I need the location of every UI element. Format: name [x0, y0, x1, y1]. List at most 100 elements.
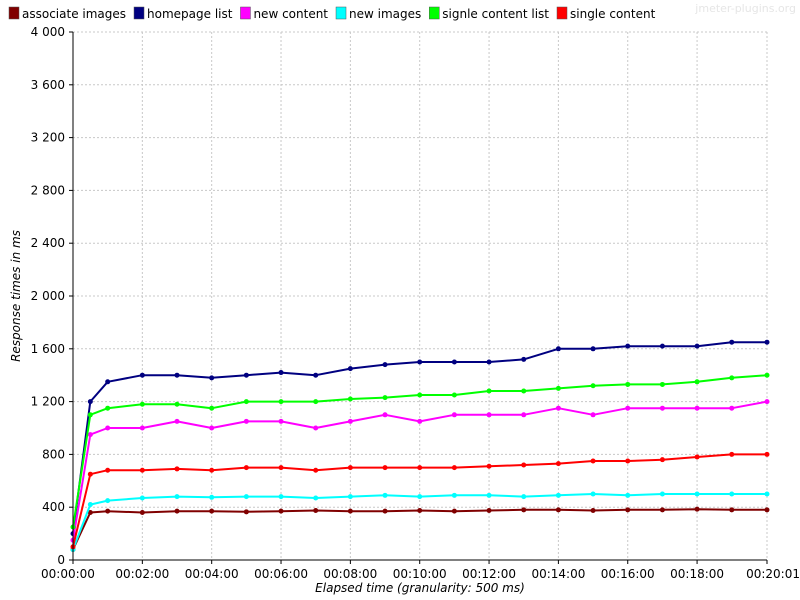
series-line-1 [72, 341, 767, 534]
y-tick-label-9: 3 600 [31, 78, 65, 92]
series-point-2-9 [347, 418, 353, 424]
series-point-1-18 [659, 343, 665, 349]
series-point-2-16 [590, 412, 596, 418]
series-point-0-18 [659, 507, 665, 513]
series-point-1-3 [139, 372, 145, 378]
series-point-4-2 [105, 405, 111, 411]
series-point-2-7 [278, 418, 284, 424]
series-line-4 [72, 374, 768, 528]
series-point-0-21 [764, 507, 770, 513]
series-point-4-3 [139, 401, 145, 407]
series-point-4-10 [382, 395, 388, 401]
series-point-5-21 [764, 451, 770, 457]
y-tick-label-7: 2 800 [31, 183, 65, 197]
grid [72, 31, 768, 561]
legend-swatch-2 [240, 6, 251, 20]
series-point-3-13 [486, 492, 492, 498]
series-point-4-12 [451, 392, 457, 398]
series-point-3-10 [382, 492, 388, 498]
x-tick-label-4: 00:08:00 [323, 567, 377, 581]
series-line-3 [72, 493, 767, 550]
series-point-0-13 [486, 508, 492, 513]
x-axis-title: Elapsed time (granularity: 500 ms) [315, 581, 525, 595]
series-point-4-14 [521, 388, 527, 394]
series-point-0-10 [382, 508, 388, 514]
series-point-2-17 [625, 405, 631, 411]
series-point-4-20 [729, 375, 735, 381]
series-point-1-8 [313, 372, 319, 378]
series-point-0-5 [209, 508, 215, 514]
series-point-5-17 [625, 458, 631, 464]
series-group [70, 339, 770, 552]
series-point-0-9 [347, 508, 353, 514]
series-point-4-21 [764, 372, 770, 378]
y-axis-ticks: 0 400 800 1 200 1 600 2 000 2 400 2 800 3 200 3 6… [31, 25, 73, 567]
series-point-2-4 [174, 418, 180, 424]
y-tick-label-5: 2 000 [31, 289, 65, 303]
series-line-5 [72, 453, 767, 548]
series-point-3-11 [417, 494, 423, 500]
series-point-1-17 [625, 343, 631, 349]
y-tick-label-8: 3 200 [31, 131, 65, 145]
series-point-5-9 [347, 465, 353, 471]
series-point-1-2 [105, 379, 111, 385]
series-point-5-14 [521, 462, 527, 468]
series-point-4-4 [174, 401, 180, 407]
series-line-0 [72, 508, 767, 550]
series-point-3-18 [659, 491, 665, 497]
series-point-5-13 [486, 463, 492, 469]
legend-label-2: new content [253, 7, 328, 21]
y-tick-label-4: 1 600 [31, 342, 65, 356]
series-point-4-11 [417, 392, 423, 398]
y-tick-label-6: 2 400 [31, 236, 65, 250]
legend-swatch-0 [8, 6, 20, 20]
series-point-1-19 [694, 343, 700, 349]
series-point-2-21 [764, 399, 770, 405]
series-point-4-6 [243, 399, 249, 405]
legend-label-4: signle content list [442, 7, 549, 21]
series-point-3-19 [694, 491, 700, 497]
series-point-5-19 [694, 454, 700, 460]
series-point-4-17 [625, 381, 631, 387]
series-point-2-19 [694, 405, 700, 411]
series-point-0-12 [451, 508, 457, 514]
series-point-0-17 [625, 507, 631, 513]
series-point-3-9 [347, 494, 353, 500]
series-point-0-16 [590, 508, 596, 513]
legend-swatch-1 [133, 6, 145, 20]
series-point-2-18 [659, 405, 665, 411]
series-point-0-1 [87, 509, 93, 515]
series-point-3-2 [105, 498, 111, 504]
y-axis-title: Response times in ms [9, 230, 23, 362]
series-point-1-11 [417, 359, 423, 365]
legend-swatch-3 [335, 6, 347, 20]
series-point-3-16 [590, 491, 596, 497]
series-point-5-2 [105, 467, 111, 473]
series-point-0-20 [729, 507, 735, 513]
series-point-3-6 [243, 494, 249, 500]
series-point-3-15 [555, 492, 561, 498]
series-point-5-7 [278, 465, 284, 471]
legend-swatch-5 [556, 6, 568, 20]
series-point-3-21 [764, 491, 770, 497]
series-point-3-3 [139, 495, 145, 501]
series-point-4-13 [486, 388, 492, 394]
series-point-1-20 [729, 339, 735, 345]
series-point-2-5 [209, 425, 215, 431]
series-point-4-7 [278, 399, 284, 405]
series-point-2-14 [521, 412, 527, 418]
series-point-1-10 [382, 362, 388, 368]
series-point-3-8 [313, 495, 319, 501]
x-tick-label-3: 00:06:00 [254, 567, 308, 581]
y-tick-label-1: 400 [42, 500, 65, 514]
legend-label-3: new images [349, 7, 421, 21]
series-point-3-20 [729, 491, 735, 497]
series-point-0-14 [521, 507, 527, 513]
series-point-5-10 [382, 465, 388, 471]
series-point-0-3 [139, 509, 145, 515]
legend-label-0: associate images [22, 7, 126, 21]
x-axis-ticks: 00:00:00 00:02:00 00:04:00 00:06:00 00:08:00… [41, 560, 800, 581]
series-point-2-3 [139, 425, 145, 431]
series-point-0-11 [417, 508, 423, 513]
